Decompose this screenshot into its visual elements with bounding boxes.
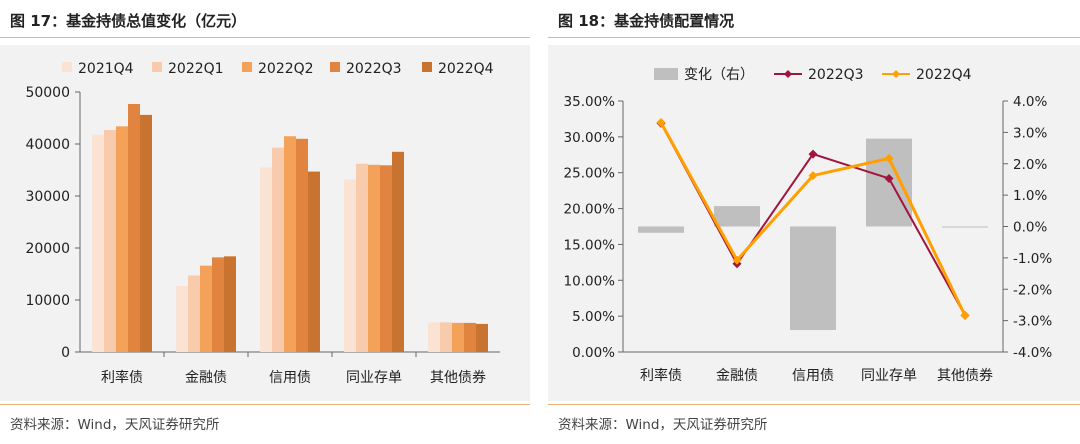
legend-label: 2022Q4 (438, 61, 494, 77)
bar (224, 256, 236, 352)
right-y-tick-label: -2.0% (1013, 282, 1052, 298)
bar (464, 322, 476, 352)
x-category-label: 金融债 (716, 368, 758, 384)
left-y-tick-label: 20.00% (564, 202, 616, 218)
x-category-label: 信用债 (269, 370, 311, 386)
right-y-tick-label: 2.0% (1013, 157, 1047, 173)
bar (140, 114, 152, 352)
left-y-tick-label: 30.00% (564, 130, 616, 146)
y-tick-label: 40000 (25, 137, 70, 153)
x-category-label: 利率债 (640, 367, 682, 384)
source-note: 资料来源：Wind，天风证券研究所 (10, 417, 220, 433)
x-category-label: 信用债 (792, 368, 834, 384)
series-marker (884, 173, 894, 183)
x-category-label: 其他债券 (430, 370, 486, 386)
bar-chart: 0 10000 20000 30000 40000 50000 利率债 金融债 信用债 同业存单 其… (25, 61, 500, 386)
x-category-label: 金融债 (185, 370, 227, 386)
bar (284, 136, 296, 352)
x-category-label: 同业存单 (346, 370, 402, 386)
legend-label: 2022Q3 (346, 61, 402, 77)
left-y-tick-label: 25.00% (564, 166, 616, 182)
combo-chart: 0.00% 5.00% 10.00% 15.00% 20.00% 25.00% 30.00%… (564, 67, 1053, 384)
series-marker (884, 153, 894, 163)
x-category-label: 其他债券 (937, 368, 993, 384)
legend-marker (784, 70, 792, 78)
bar (296, 138, 308, 352)
legend-swatch (330, 62, 340, 72)
bar (200, 265, 212, 352)
figure-title: 图 18：基金持债配置情况 (558, 12, 735, 30)
change-bar (790, 226, 836, 331)
source-note: 资料来源：Wind，天风证券研究所 (558, 417, 768, 433)
y-tick-label: 20000 (25, 241, 70, 257)
legend-swatch (62, 62, 72, 72)
left-y-tick-label: 35.00% (564, 94, 616, 110)
bar (260, 167, 272, 352)
x-category-label: 同业存单 (861, 368, 917, 384)
series-marker (960, 310, 970, 320)
change-bar (714, 206, 760, 227)
x-category-label: 利率债 (101, 369, 143, 386)
bar (452, 322, 464, 352)
change-bar (638, 226, 684, 233)
y-tick-label: 50000 (25, 85, 70, 101)
y-tick-label: 10000 (25, 293, 70, 309)
figure-18-panel: 图 18：基金持债配置情况 0.00% 5.00% 10.00% 15.00% 20.0… (548, 0, 1080, 444)
left-y-tick-label: 5.00% (572, 309, 615, 325)
bar (188, 275, 200, 352)
legend-label: 2022Q1 (168, 61, 224, 77)
bar (212, 257, 224, 352)
legend-label: 2022Q3 (808, 67, 864, 83)
series-marker (808, 149, 818, 159)
legend-swatch (242, 62, 252, 72)
right-y-tick-label: 0.0% (1013, 220, 1047, 236)
bar (344, 179, 356, 352)
right-y-tick-label: -4.0% (1013, 345, 1052, 361)
bar (428, 322, 440, 352)
bar (368, 164, 380, 352)
right-y-tick-label: -1.0% (1013, 251, 1052, 267)
bar (440, 322, 452, 352)
legend-label: 2022Q4 (916, 67, 972, 83)
chart-background (548, 45, 1080, 401)
legend-swatch (654, 68, 678, 80)
right-y-tick-label: 4.0% (1013, 94, 1047, 110)
legend-label: 2022Q2 (258, 61, 314, 77)
left-y-tick-label: 10.00% (564, 273, 616, 289)
legend-swatch (152, 62, 162, 72)
legend-label: 2021Q4 (78, 61, 134, 77)
change-bar (942, 226, 988, 228)
bar (128, 103, 140, 353)
figure-title: 图 17：基金持债总值变化（亿元） (10, 12, 247, 30)
bar (92, 134, 104, 352)
bar (308, 171, 320, 352)
figure-17-panel: 图 17：基金持债总值变化（亿元） 0 10000 20000 30000 40000 5… (0, 0, 530, 444)
left-y-tick-label: 0.00% (572, 345, 615, 361)
right-y-tick-label: -3.0% (1013, 314, 1052, 330)
series-marker (732, 255, 742, 265)
bar (272, 147, 284, 352)
right-y-tick-label: 3.0% (1013, 125, 1047, 141)
bar (476, 323, 488, 352)
y-tick-label: 0 (61, 345, 70, 361)
left-y-tick-label: 15.00% (564, 237, 616, 253)
bar (116, 126, 128, 352)
bar (380, 165, 392, 352)
right-y-tick-label: 1.0% (1013, 188, 1047, 204)
source-divider (548, 404, 1080, 405)
legend-label: 变化（右） (684, 67, 754, 83)
series-marker (656, 118, 666, 128)
series-marker (808, 171, 818, 181)
source-divider (0, 404, 530, 405)
bar (176, 285, 188, 352)
bar (392, 151, 404, 352)
legend-swatch (422, 62, 432, 72)
title-divider (0, 37, 530, 38)
y-tick-label: 30000 (25, 189, 70, 205)
bar (356, 163, 368, 352)
legend-marker (892, 70, 900, 78)
bar (104, 129, 116, 352)
title-divider (548, 37, 1080, 38)
